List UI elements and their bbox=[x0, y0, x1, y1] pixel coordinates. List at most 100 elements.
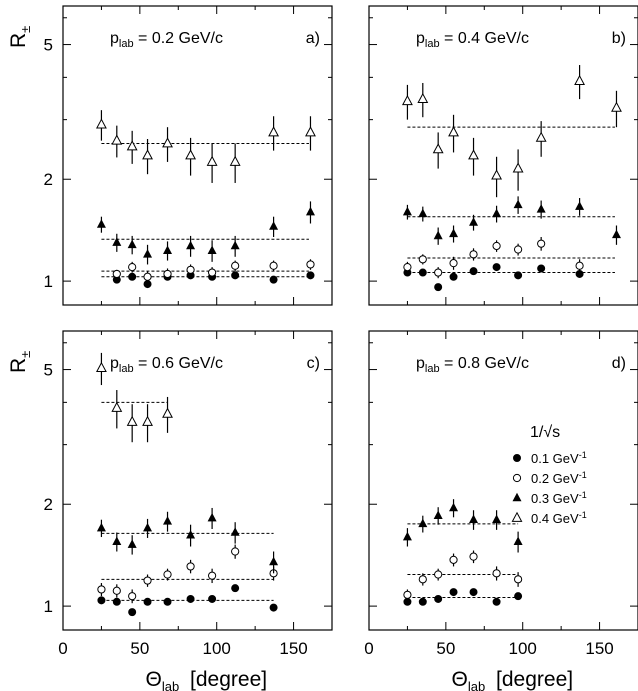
legend-entry: 0.3 GeV-1 bbox=[531, 490, 587, 506]
marker-open-triangle bbox=[126, 140, 138, 151]
marker-open-circle bbox=[492, 241, 501, 251]
marker-open-circle bbox=[128, 263, 137, 272]
marker-filled-circle bbox=[97, 596, 106, 605]
marker-filled-triangle bbox=[611, 229, 621, 239]
panel-a: 1 2 5 R± plab = 0.2 GeV/c a) bbox=[7, 5, 333, 306]
marker-open-triangle bbox=[511, 511, 523, 522]
x-tick-label: 100 bbox=[203, 639, 231, 658]
marker-open-circle bbox=[143, 576, 152, 585]
marker-filled-triangle bbox=[305, 206, 315, 216]
marker-filled-circle bbox=[469, 588, 478, 597]
marker-open-triangle bbox=[512, 162, 524, 173]
marker-open-circle bbox=[208, 571, 217, 580]
marker-open-triangle bbox=[162, 407, 173, 418]
marker-open-triangle bbox=[185, 149, 197, 160]
marker-filled-circle bbox=[469, 267, 478, 276]
marker-filled-circle bbox=[514, 592, 523, 601]
marker-open-circle bbox=[231, 547, 240, 556]
marker-filled-triangle bbox=[449, 228, 459, 238]
marker-open-circle bbox=[434, 570, 443, 579]
y-tick-label: 2 bbox=[44, 495, 53, 514]
marker-filled-circle bbox=[434, 594, 443, 603]
marker-filled-triangle bbox=[230, 527, 240, 536]
marker-filled-circle bbox=[231, 584, 240, 593]
marker-open-circle bbox=[128, 592, 137, 601]
marker-filled-circle bbox=[128, 272, 137, 281]
series-filled-circle bbox=[403, 263, 615, 292]
marker-open-circle bbox=[186, 265, 195, 274]
marker-open-triangle bbox=[111, 401, 123, 412]
marker-open-triangle bbox=[142, 149, 153, 160]
marker-filled-triangle bbox=[449, 502, 459, 512]
marker-open-triangle bbox=[535, 131, 547, 142]
series-open-circle bbox=[101, 259, 315, 283]
marker-filled-triangle bbox=[127, 239, 137, 249]
marker-filled-triangle bbox=[418, 518, 428, 528]
marker-open-circle bbox=[97, 585, 106, 594]
marker-open-triangle bbox=[268, 126, 280, 137]
marker-open-circle bbox=[514, 575, 523, 584]
marker-filled-triangle bbox=[207, 245, 217, 254]
marker-filled-circle bbox=[112, 597, 121, 606]
marker-open-circle bbox=[449, 259, 458, 268]
y-tick-label: 2 bbox=[44, 170, 53, 189]
marker-filled-triangle bbox=[163, 245, 173, 254]
marker-open-triangle bbox=[162, 137, 173, 148]
marker-open-circle bbox=[112, 269, 121, 279]
marker-filled-circle bbox=[143, 597, 152, 606]
marker-filled-circle bbox=[418, 597, 427, 606]
marker-filled-triangle bbox=[112, 237, 122, 246]
marker-filled-triangle bbox=[512, 492, 522, 502]
legend: 1/√s 0.1 GeV-1 0.2 GeV-1 0.3 GeV-1 0.4 GeV-1 bbox=[511, 424, 587, 526]
series-filled-triangle bbox=[402, 196, 621, 245]
marker-filled-triangle bbox=[492, 208, 502, 218]
marker-open-circle bbox=[208, 268, 217, 277]
marker-filled-triangle bbox=[469, 217, 479, 226]
x-tick-label: 0 bbox=[58, 639, 67, 658]
panel-letter: a) bbox=[306, 30, 320, 47]
series-filled-circle bbox=[97, 584, 278, 617]
marker-open-circle bbox=[231, 261, 240, 270]
marker-filled-circle bbox=[418, 268, 427, 277]
marker-open-triangle bbox=[417, 92, 429, 103]
marker-open-circle bbox=[514, 245, 523, 254]
marker-open-circle bbox=[469, 552, 478, 561]
marker-filled-circle bbox=[269, 603, 278, 612]
y-tick-label: 1 bbox=[44, 597, 53, 616]
marker-open-triangle bbox=[491, 169, 503, 180]
marker-open-triangle bbox=[95, 361, 107, 372]
x-axis-label: Θlab [degree] bbox=[146, 668, 268, 691]
marker-open-circle bbox=[469, 250, 478, 259]
panel-d: 0 50 100 150 Θlab [degree] plab = 0.8 GeV/c d) bbox=[364, 330, 638, 691]
marker-open-circle bbox=[575, 261, 584, 270]
marker-filled-triangle bbox=[492, 514, 502, 524]
y-axis-label: R± bbox=[7, 351, 33, 373]
series-open-circle bbox=[97, 544, 278, 604]
marker-open-triangle bbox=[448, 126, 459, 137]
marker-open-triangle bbox=[142, 415, 153, 426]
marker-open-triangle bbox=[401, 94, 413, 106]
marker-open-circle bbox=[492, 569, 501, 578]
marker-open-triangle bbox=[95, 118, 107, 129]
y-tick-label: 1 bbox=[44, 272, 53, 291]
marker-filled-circle bbox=[208, 594, 217, 603]
panel-c: 1 2 5 R± 0 50 100 150 Θlab [degree] plab = 0.6 Ge… bbox=[7, 330, 333, 691]
panel-letter: c) bbox=[307, 355, 320, 372]
x-tick-label: 50 bbox=[436, 639, 455, 658]
marker-filled-circle bbox=[513, 453, 522, 462]
plot-frame bbox=[62, 330, 333, 631]
series-open-triangle bbox=[95, 352, 173, 443]
y-axis-label: R± bbox=[7, 26, 33, 48]
marker-open-triangle bbox=[126, 415, 138, 426]
x-tick-label: 0 bbox=[364, 639, 373, 658]
marker-filled-circle bbox=[306, 271, 315, 280]
marker-open-triangle bbox=[111, 134, 123, 145]
marker-filled-circle bbox=[231, 271, 240, 280]
panel-title: plab = 0.8 GeV/c bbox=[416, 355, 529, 375]
marker-filled-circle bbox=[449, 588, 458, 597]
legend-title: 1/√s bbox=[530, 424, 560, 441]
plot-frame bbox=[368, 330, 638, 631]
series-filled-triangle bbox=[96, 507, 279, 574]
series-filled-circle bbox=[403, 588, 523, 606]
marker-filled-triangle bbox=[575, 201, 585, 210]
